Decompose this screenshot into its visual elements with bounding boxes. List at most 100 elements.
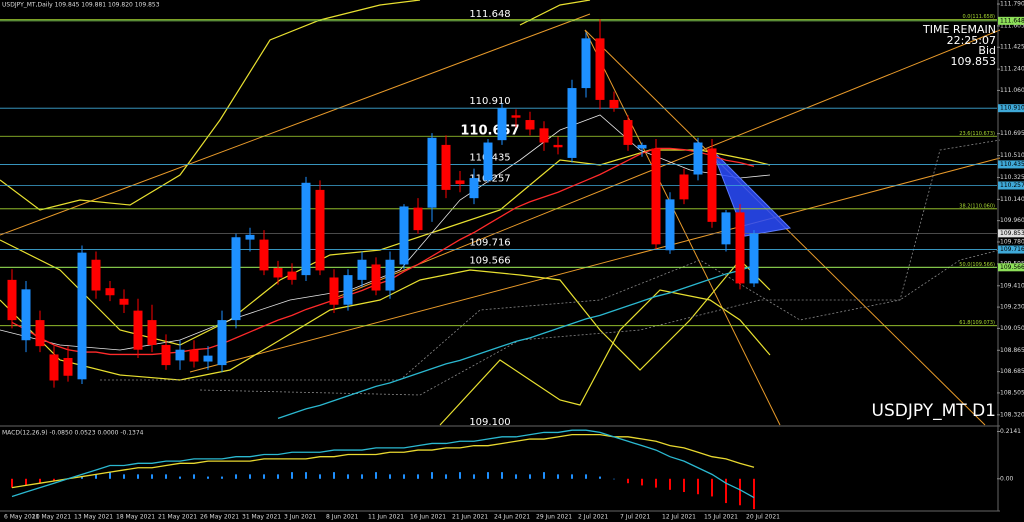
x-tick-label: 12 Jul 2021	[662, 514, 696, 521]
candle-body	[133, 310, 143, 350]
candle-body	[707, 148, 717, 222]
candle-body	[581, 38, 591, 89]
time-value: 22:25:07	[947, 34, 996, 47]
candle-body	[343, 275, 353, 305]
y-tick-label: 111.060	[1000, 87, 1024, 94]
histogram-bar	[207, 476, 209, 479]
y-tick-label: 109.050	[1000, 325, 1024, 332]
trend-line	[189, 157, 1001, 373]
y-tick-label: 111.240	[1000, 66, 1024, 73]
y-tick-label: 110.325	[1000, 174, 1024, 181]
histogram-bar	[585, 474, 587, 479]
candle-body	[413, 207, 423, 231]
histogram-bar	[459, 472, 461, 479]
x-tick-label: 11 Jun 2021	[368, 514, 404, 521]
candle-body	[651, 148, 661, 245]
histogram-bar	[543, 472, 545, 479]
candle-body	[77, 252, 87, 380]
fib-label: 38.2(110.060)	[959, 203, 995, 209]
y-tick-label: 109.230	[1000, 304, 1024, 311]
candle-body	[175, 349, 185, 361]
candle-body	[259, 239, 269, 271]
macd-line	[11, 429, 755, 499]
candle-body	[455, 180, 465, 184]
candle-body	[693, 142, 703, 175]
candle-body	[427, 137, 437, 208]
histogram-bar	[613, 478, 615, 480]
histogram-bar	[109, 472, 111, 479]
signal-line	[11, 433, 755, 489]
y-tick-label: 110.140	[1000, 196, 1024, 203]
histogram-bar	[515, 474, 517, 479]
level-axis-label: 110.257	[1000, 182, 1024, 189]
trend-line	[329, 29, 1001, 301]
level-axis-box	[998, 160, 1024, 169]
histogram-bar	[361, 474, 363, 479]
histogram-bar	[53, 478, 55, 481]
bid-axis-label: 109.853	[1000, 230, 1024, 237]
histogram-bar	[81, 476, 83, 479]
histogram-bar	[39, 478, 41, 484]
x-tick-label: 3 Jun 2021	[284, 514, 316, 521]
cloud-edge	[100, 139, 1001, 381]
trend-line	[0, 13, 591, 236]
candle-body	[511, 115, 521, 118]
bid-axis-box	[998, 229, 1024, 238]
histogram-bar	[655, 478, 657, 488]
candle-body	[679, 174, 689, 200]
y-tick-label: 110.510	[1000, 152, 1024, 159]
candle-body	[105, 288, 115, 296]
candle-body	[749, 233, 759, 284]
y-tick-label: 108.865	[1000, 347, 1024, 354]
level-axis-label: 111.648	[1000, 17, 1024, 24]
candle-body	[35, 320, 45, 347]
level-axis-box	[998, 104, 1024, 113]
histogram-bar	[347, 474, 349, 479]
histogram-bar	[165, 474, 167, 479]
histogram-bar	[291, 472, 293, 479]
candle-body	[301, 182, 311, 276]
trend-line	[584, 29, 781, 426]
candle-body	[371, 264, 381, 291]
candle-body	[721, 212, 731, 245]
fib-label: 0.0(111.658)	[962, 14, 995, 20]
candle-body	[595, 38, 605, 100]
histogram-bar	[123, 474, 125, 479]
x-tick-label: 24 Jun 2021	[494, 514, 530, 521]
candle-body	[119, 298, 129, 305]
histogram-bar	[389, 474, 391, 479]
candle-body	[469, 178, 479, 199]
histogram-bar	[431, 472, 433, 479]
level-label: 109.566	[469, 255, 510, 266]
level-axis-box	[998, 16, 1024, 25]
x-tick-label: 21 May 2021	[158, 514, 197, 521]
candle-body	[287, 271, 297, 280]
histogram-bar	[375, 472, 377, 479]
candle-body	[665, 199, 675, 251]
indicator-label: MACD(12,26,9) -0.0850 0.0523 0.0000 -0.1…	[2, 430, 144, 437]
x-tick-label: 8 Jun 2021	[326, 514, 358, 521]
histogram-bar	[627, 478, 629, 484]
level-axis-label: 110.435	[1000, 161, 1024, 168]
candle-body	[329, 277, 339, 305]
moving-average-white	[0, 114, 771, 351]
x-tick-label: 29 Jun 2021	[536, 514, 572, 521]
candle-body	[231, 237, 241, 321]
candle-body	[217, 320, 227, 366]
histogram-bar	[193, 474, 195, 479]
candle-body	[203, 355, 213, 362]
histogram-bar	[501, 472, 503, 479]
candle-body	[63, 357, 73, 376]
x-tick-label: 15 Jul 2021	[704, 514, 738, 521]
level-axis-box	[998, 181, 1024, 190]
histogram-bar	[683, 478, 685, 493]
level-axis-label: 110.910	[1000, 105, 1024, 112]
y-tick-label: 109.410	[1000, 282, 1024, 289]
candle-body	[161, 344, 171, 366]
histogram-bar	[739, 478, 741, 506]
y-tick-label: 111.605	[1000, 22, 1024, 29]
overlay-line	[11, 147, 755, 356]
level-axis-box	[998, 245, 1024, 254]
histogram-bar	[179, 476, 181, 479]
